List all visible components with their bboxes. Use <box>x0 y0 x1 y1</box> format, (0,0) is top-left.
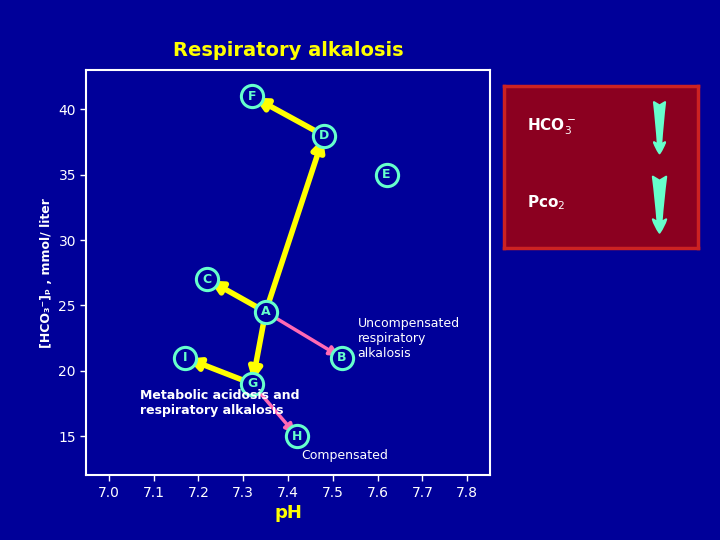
Text: Uncompensated
respiratory
alkalosis: Uncompensated respiratory alkalosis <box>357 316 459 360</box>
Text: HCO$_3^-$: HCO$_3^-$ <box>527 117 576 137</box>
Text: G: G <box>247 377 257 390</box>
Text: Metabolic acidosis and
respiratory alkalosis: Metabolic acidosis and respiratory alkal… <box>140 389 300 417</box>
X-axis label: pH: pH <box>274 504 302 522</box>
Text: B: B <box>337 351 346 364</box>
Text: A: A <box>261 306 271 319</box>
Text: Pco$_2$: Pco$_2$ <box>527 194 566 212</box>
Text: D: D <box>319 129 329 142</box>
Text: C: C <box>203 273 212 286</box>
Y-axis label: [HCO₃⁻]ₚ , mmol/ liter: [HCO₃⁻]ₚ , mmol/ liter <box>40 198 53 348</box>
Text: H: H <box>292 429 302 442</box>
Text: Compensated: Compensated <box>302 449 388 462</box>
Text: E: E <box>382 168 391 181</box>
Title: Respiratory alkalosis: Respiratory alkalosis <box>173 42 403 60</box>
Text: F: F <box>248 90 256 103</box>
Text: I: I <box>183 351 187 364</box>
